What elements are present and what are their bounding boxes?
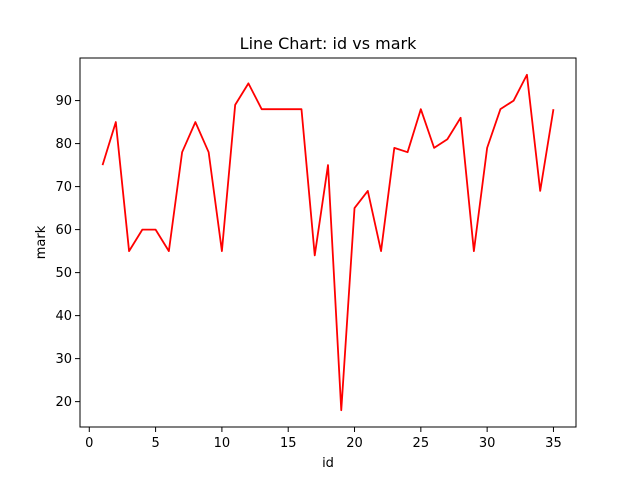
- x-axis: 0 5 10 15 20 25 30 35: [85, 427, 562, 451]
- y-axis: 20 30 40 50 60 70 80 90: [55, 94, 80, 410]
- chart-title: Line Chart: id vs mark: [240, 34, 417, 53]
- y-tick-label: 60: [55, 223, 72, 238]
- x-tick-label: 15: [280, 436, 297, 451]
- x-tick-label: 5: [151, 436, 159, 451]
- x-axis-label: id: [322, 456, 334, 471]
- x-tick-label: 20: [346, 436, 363, 451]
- y-tick-label: 70: [55, 180, 72, 195]
- x-tick-label: 0: [85, 436, 93, 451]
- y-tick-label: 50: [55, 266, 72, 281]
- y-tick-label: 90: [55, 94, 72, 109]
- series-line-1: [101, 73, 555, 412]
- x-tick-label: 10: [214, 436, 231, 451]
- plot-frame: [79, 57, 577, 428]
- y-tick-label: 80: [55, 137, 72, 152]
- series-layer: [101, 73, 555, 412]
- y-tick-label: 20: [55, 395, 72, 410]
- x-tick-label: 25: [413, 436, 430, 451]
- x-tick-label: 30: [479, 436, 496, 451]
- y-axis-label: mark: [34, 225, 49, 259]
- y-tick-label: 30: [55, 352, 72, 367]
- y-tick-label: 40: [55, 309, 72, 324]
- x-tick-label: 35: [545, 436, 562, 451]
